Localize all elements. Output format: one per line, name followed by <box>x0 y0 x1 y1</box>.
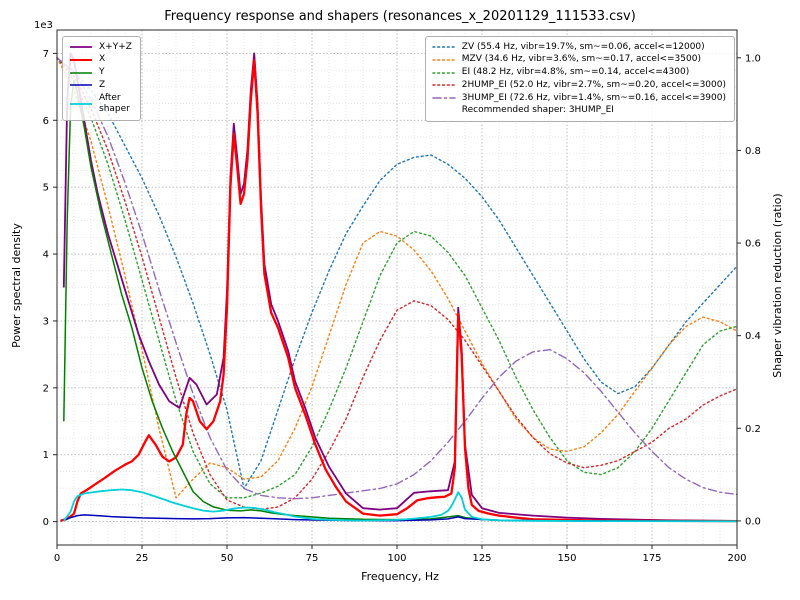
series-3HUMP_EI <box>56 57 738 500</box>
svg-text:0.8: 0.8 <box>745 146 761 157</box>
legend-item-zv: ZV (55.4 Hz, vibr=19.7%, sm~=0.06, accel… <box>432 42 726 53</box>
line-sample-icon <box>70 71 92 74</box>
legend-item-mzv: MZV (34.6 Hz, vibr=3.6%, sm~=0.17, accel… <box>432 54 726 65</box>
svg-text:4: 4 <box>43 250 49 261</box>
svg-text:150: 150 <box>557 553 576 564</box>
legend-label: X+Y+Z <box>99 41 132 52</box>
legend-item-x: X <box>69 54 132 65</box>
svg-text:100: 100 <box>387 553 406 564</box>
svg-text:200: 200 <box>727 553 746 564</box>
legend-item-x-y-z: X+Y+Z <box>69 42 132 53</box>
svg-text:50: 50 <box>221 553 234 564</box>
legend-shapers: ZV (55.4 Hz, vibr=19.7%, sm~=0.06, accel… <box>424 36 735 122</box>
legend-item-3hump_ei: 3HUMP_EI (72.6 Hz, vibr=1.4%, sm~=0.16, … <box>432 93 726 104</box>
line-sample-icon <box>70 58 92 61</box>
svg-text:0.6: 0.6 <box>745 239 761 250</box>
legend-item-y: Y <box>69 67 132 78</box>
svg-text:125: 125 <box>472 553 491 564</box>
series-ZV <box>56 57 738 490</box>
legend-label: 3HUMP_EI (72.6 Hz, vibr=1.4%, sm~=0.16, … <box>461 92 726 103</box>
svg-text:1.0: 1.0 <box>745 53 761 64</box>
series-After-shaper <box>63 488 738 523</box>
legend-label: After shaper <box>99 92 130 114</box>
x-axis-label: Frequency, Hz <box>361 570 439 583</box>
svg-text:0: 0 <box>43 517 49 528</box>
tick-labels: 0 25 50 75 100 125 150 175 200 0 1 2 3 4 5 6 7 0.0 0.2 0.4 0… <box>43 49 761 564</box>
svg-text:175: 175 <box>642 553 661 564</box>
svg-text:5: 5 <box>43 183 49 194</box>
line-sample-icon <box>432 84 456 87</box>
svg-text:0.0: 0.0 <box>745 516 761 527</box>
legend-item-ei: EI (48.2 Hz, vibr=4.8%, sm~=0.14, accel<… <box>432 67 726 78</box>
grid-major <box>56 30 738 545</box>
line-sample-icon <box>70 84 92 87</box>
line-sample-icon <box>70 46 92 49</box>
line-sample-icon <box>432 46 456 48</box>
legend-item-z: Z <box>69 80 132 91</box>
svg-text:1: 1 <box>43 450 49 461</box>
legend-label: 2HUMP_EI (52.0 Hz, vibr=2.7%, sm~=0.20, … <box>461 79 726 90</box>
legend-label: Recommended shaper: 3HUMP_EI <box>461 105 614 116</box>
legend-label: X <box>99 54 106 65</box>
series-X <box>60 58 738 523</box>
legend-item-recommendation: Recommended shaper: 3HUMP_EI <box>432 105 726 116</box>
svg-text:7: 7 <box>43 49 49 60</box>
legend-label: MZV (34.6 Hz, vibr=3.6%, sm~=0.17, accel… <box>461 54 701 65</box>
y-axis-offset-label: 1e3 <box>34 20 53 31</box>
line-sample-icon <box>70 102 92 105</box>
svg-text:2: 2 <box>43 383 49 394</box>
svg-text:0.4: 0.4 <box>745 331 761 342</box>
svg-text:25: 25 <box>136 553 149 564</box>
line-sample-icon <box>432 97 456 99</box>
svg-text:0: 0 <box>54 553 60 564</box>
series-Z <box>63 514 738 523</box>
legend-item-2hump_ei: 2HUMP_EI (52.0 Hz, vibr=2.7%, sm~=0.20, … <box>432 80 726 91</box>
line-sample-icon <box>432 59 456 61</box>
line-sample-icon <box>432 71 456 74</box>
svg-text:0.2: 0.2 <box>745 424 761 435</box>
svg-text:6: 6 <box>43 116 49 127</box>
legend-label: EI (48.2 Hz, vibr=4.8%, sm~=0.14, accel<… <box>461 67 690 77</box>
svg-text:3: 3 <box>43 316 49 327</box>
series-2HUMP_EI <box>56 57 738 510</box>
legend-label: ZV (55.4 Hz, vibr=19.7%, sm~=0.06, accel… <box>461 41 705 52</box>
legend-spacer <box>432 110 456 111</box>
legend-psd: X+Y+Z X Y Z After shaper <box>62 36 141 121</box>
legend-item-after-shaper: After shaper <box>69 93 132 116</box>
legend-label: Z <box>99 79 106 90</box>
legend-label: Y <box>99 67 105 77</box>
series-MZV <box>56 57 738 499</box>
chart-title: Frequency response and shapers (resonanc… <box>164 9 636 24</box>
svg-text:75: 75 <box>306 553 319 564</box>
